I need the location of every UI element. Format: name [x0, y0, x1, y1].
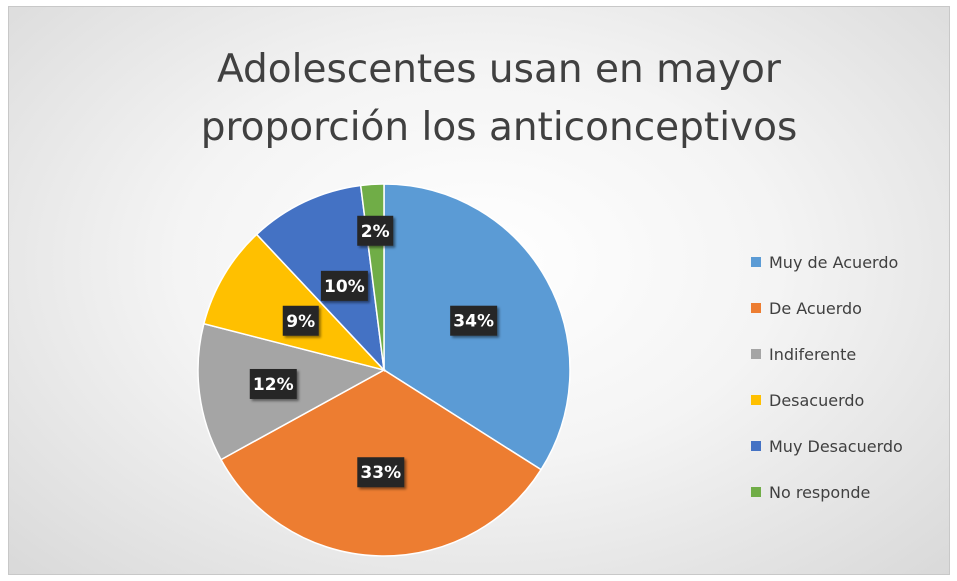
data-label-box — [357, 457, 405, 488]
data-label-text: 12% — [253, 375, 294, 395]
legend-swatch — [751, 257, 761, 267]
legend-swatch — [751, 349, 761, 359]
data-label-text: 2% — [361, 222, 390, 242]
legend-item-desacuerdo: Desacuerdo — [751, 377, 903, 423]
data-label-box — [450, 305, 498, 336]
data-label-text: 9% — [286, 312, 315, 332]
chart-legend: Muy de Acuerdo De Acuerdo Indiferente Desac… — [751, 239, 903, 515]
legend-label: No responde — [769, 482, 871, 502]
data-label-box — [320, 270, 368, 301]
data-label-text: 33% — [360, 463, 401, 483]
data-label-box — [357, 215, 394, 246]
legend-swatch — [751, 303, 761, 313]
legend-label: Muy Desacuerdo — [769, 436, 903, 456]
pie-chart: 34% 33% 12% 9% 10% 2% — [197, 183, 571, 557]
legend-item-no-responde: No responde — [751, 469, 903, 515]
legend-swatch — [751, 441, 761, 451]
data-label-no-responde: 2% — [357, 215, 394, 246]
chart-title: Adolescentes usan en mayor proporción lo… — [200, 47, 798, 150]
legend-label: Indiferente — [769, 344, 857, 364]
legend-swatch — [751, 395, 761, 405]
data-label-text: 34% — [453, 312, 494, 332]
legend-label: Desacuerdo — [769, 390, 865, 410]
data-label-box — [249, 368, 297, 399]
legend-item-muy-desacuerdo: Muy Desacuerdo — [751, 423, 903, 469]
legend-label: Muy de Acuerdo — [769, 252, 899, 272]
data-label-desacuerdo: 9% — [282, 305, 319, 336]
data-label-indiferente: 12% — [249, 368, 297, 399]
legend-label: De Acuerdo — [769, 298, 862, 318]
pie-slice-desacuerdo — [202, 233, 387, 372]
legend-item-muy-de-acuerdo: Muy de Acuerdo — [751, 239, 903, 285]
legend-swatch — [751, 487, 761, 497]
legend-item-de-acuerdo: De Acuerdo — [751, 285, 903, 331]
data-label-de-acuerdo: 33% — [357, 457, 405, 488]
pie-slice-muy-desacuerdo — [255, 184, 386, 373]
data-label-muy-de-acuerdo: 34% — [450, 305, 498, 336]
data-label-box — [282, 305, 319, 336]
data-label-muy-desacuerdo: 10% — [320, 270, 368, 301]
chart-frame: Adolescentes usan en mayor proporción lo… — [8, 6, 950, 575]
data-label-text: 10% — [324, 277, 365, 297]
legend-item-indiferente: Indiferente — [751, 331, 903, 377]
